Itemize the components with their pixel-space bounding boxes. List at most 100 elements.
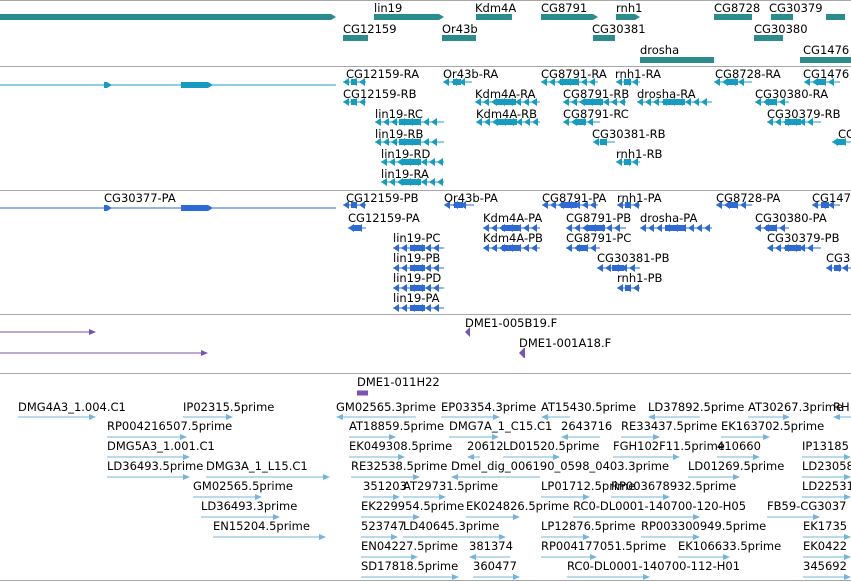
genes-feature-glyph[interactable]: [616, 14, 640, 20]
ests-feature-label[interactable]: GM02565.3prime: [336, 400, 436, 414]
genes-feature-label[interactable]: CG12159: [343, 22, 397, 36]
cds-feature-glyph[interactable]: [812, 201, 840, 209]
ests-feature-glyph[interactable]: [802, 454, 851, 460]
ests-feature-glyph[interactable]: [802, 474, 851, 480]
ests-feature-glyph[interactable]: [349, 434, 396, 440]
ests-feature-glyph[interactable]: [403, 494, 446, 500]
cds-feature-glyph[interactable]: [716, 201, 752, 209]
transcripts-feature-glyph[interactable]: [343, 78, 366, 86]
cds-feature-glyph[interactable]: [566, 224, 626, 232]
ests-feature-glyph[interactable]: [403, 534, 506, 540]
ests-feature-label[interactable]: LD01520.5prime: [503, 439, 600, 453]
cdna-feature-glyph[interactable]: [0, 329, 96, 335]
ests-feature-glyph[interactable]: [349, 454, 405, 460]
transcripts-feature-label[interactable]: rnh1-RB: [616, 147, 663, 161]
ests-feature-label[interactable]: AT15430.5prime: [541, 400, 637, 414]
ests-feature-label[interactable]: RE32538.5prime: [351, 459, 448, 473]
ests-feature-glyph[interactable]: [803, 534, 851, 540]
cds-feature-label[interactable]: Kdm4A-PB: [483, 231, 543, 245]
cds-feature-label[interactable]: rnh1-PB: [617, 271, 663, 285]
cdna-feature-glyph[interactable]: [0, 350, 208, 356]
ests-feature-glyph[interactable]: [18, 414, 96, 420]
ests-feature-label[interactable]: EN04227.5prime: [361, 539, 458, 553]
ests-feature-glyph[interactable]: [641, 534, 700, 540]
ests-feature-glyph[interactable]: [833, 414, 851, 420]
ests-feature-label[interactable]: 351203: [363, 479, 407, 493]
ests-feature-label[interactable]: LD22531: [802, 479, 851, 493]
cds-feature-label[interactable]: lin19-PB: [393, 251, 441, 265]
transcripts-feature-label[interactable]: CG: [838, 127, 851, 141]
transcripts-feature-label[interactable]: CG12159-RA: [346, 67, 420, 81]
cds-feature-label[interactable]: CG8791-PC: [566, 231, 632, 245]
ests-feature-label[interactable]: DMG3A_1_L15.C1: [206, 459, 308, 473]
ests-feature-label[interactable]: 410660: [717, 439, 761, 453]
ests-feature-glyph[interactable]: [541, 554, 597, 560]
ests-feature-label[interactable]: RC0-DL0001-140700-120-H05: [573, 499, 747, 513]
genes-feature-glyph[interactable]: [826, 14, 845, 20]
ests-feature-label[interactable]: LD37892.5prime: [648, 400, 745, 414]
cds-feature-label[interactable]: CG30379-PB: [767, 231, 840, 245]
transcripts-feature-glyph[interactable]: [563, 98, 626, 106]
ests-feature-label[interactable]: RP004216507.5prime: [107, 419, 233, 433]
cds-feature-label[interactable]: lin19-PD: [393, 271, 442, 285]
transcripts-feature-label[interactable]: CG1476: [803, 67, 850, 81]
genes-feature-label[interactable]: CG30379: [769, 1, 823, 15]
ests-feature-label[interactable]: 360477: [473, 559, 517, 573]
ests-feature-glyph[interactable]: [803, 554, 851, 560]
transcripts-feature-label[interactable]: rnh1-RA: [615, 67, 661, 81]
genes-feature-glyph[interactable]: [714, 14, 752, 20]
ests-feature-glyph[interactable]: [361, 534, 398, 540]
cds-feature-label[interactable]: CG12159-PB: [346, 191, 419, 205]
cds-feature-glyph[interactable]: [393, 284, 444, 292]
ests-feature-glyph[interactable]: [361, 514, 420, 520]
ests-feature-label[interactable]: EK1735: [803, 519, 848, 533]
transcripts-feature-glyph[interactable]: [767, 118, 821, 126]
ests-feature-glyph[interactable]: [107, 454, 190, 460]
cds-feature-label[interactable]: CG3: [826, 251, 851, 265]
ests-feature-glyph[interactable]: [449, 434, 499, 440]
transcripts-feature-glyph[interactable]: [375, 138, 444, 146]
transcripts-feature-label[interactable]: CG8791-RA: [541, 67, 607, 81]
genes-feature-label[interactable]: CG30380: [754, 22, 808, 36]
transcripts-feature-label[interactable]: CG30380-RA: [755, 87, 829, 101]
ests-feature-label[interactable]: RP003300949.5prime: [641, 519, 767, 533]
transcripts-feature-label[interactable]: CG8728-RA: [715, 67, 781, 81]
cds-feature-glyph[interactable]: [566, 244, 600, 252]
ests-feature-label[interactable]: EK049308.5prime: [349, 439, 453, 453]
ests-feature-glyph[interactable]: [201, 514, 280, 520]
cds-feature-glyph[interactable]: [104, 205, 112, 211]
genes-feature-glyph[interactable]: [343, 35, 368, 41]
transcripts-feature-glyph[interactable]: [381, 178, 444, 186]
genes-feature-label[interactable]: lin19: [374, 1, 403, 15]
ests-feature-label[interactable]: EK024826.5prime: [466, 499, 570, 513]
ests-feature-label[interactable]: LP12876.5prime: [541, 519, 636, 533]
ests-feature-label[interactable]: DMG4A3_1.004.C1: [18, 400, 126, 414]
transcripts-feature-label[interactable]: lin19-RD: [381, 147, 431, 161]
cds-feature-glyph[interactable]: [597, 264, 640, 272]
genes-feature-label[interactable]: Or43b: [442, 22, 478, 36]
ests-feature-label[interactable]: LD01269.5prime: [688, 459, 785, 473]
ests-feature-label[interactable]: RE33437.5prime: [621, 419, 718, 433]
cds-feature-label[interactable]: CG30377-PA: [104, 191, 176, 205]
ests-feature-label[interactable]: DMG5A3_1.001.C1: [107, 439, 215, 453]
genes-feature-label[interactable]: CG8728: [714, 1, 761, 15]
genes-feature-label[interactable]: drosha: [640, 43, 680, 57]
ests-feature-label[interactable]: AT29731.5prime: [403, 479, 499, 493]
ests-feature-glyph[interactable]: [213, 534, 326, 540]
ests-feature-label[interactable]: AT18859.5prime: [349, 419, 445, 433]
transcripts-feature-label[interactable]: lin19-RC: [375, 107, 423, 121]
genes-feature-glyph[interactable]: [800, 57, 851, 63]
cds-feature-glyph[interactable]: [393, 304, 444, 312]
genes-feature-glyph[interactable]: [476, 14, 512, 20]
ests-feature-label[interactable]: EK0422: [803, 539, 848, 553]
genes-feature-glyph[interactable]: [374, 14, 444, 20]
ests-feature-glyph[interactable]: [648, 414, 700, 420]
ests-feature-glyph[interactable]: [107, 434, 187, 440]
genes-feature-glyph[interactable]: [0, 14, 336, 20]
cds-feature-label[interactable]: rnh1-PA: [617, 191, 662, 205]
ests-feature-glyph[interactable]: [361, 554, 418, 560]
ests-feature-label[interactable]: RH: [833, 400, 850, 414]
ests-feature-glyph[interactable]: [107, 474, 190, 480]
cdna-feature-label[interactable]: DME1-005B19.F: [465, 316, 558, 330]
ests-feature-glyph[interactable]: [561, 434, 600, 440]
